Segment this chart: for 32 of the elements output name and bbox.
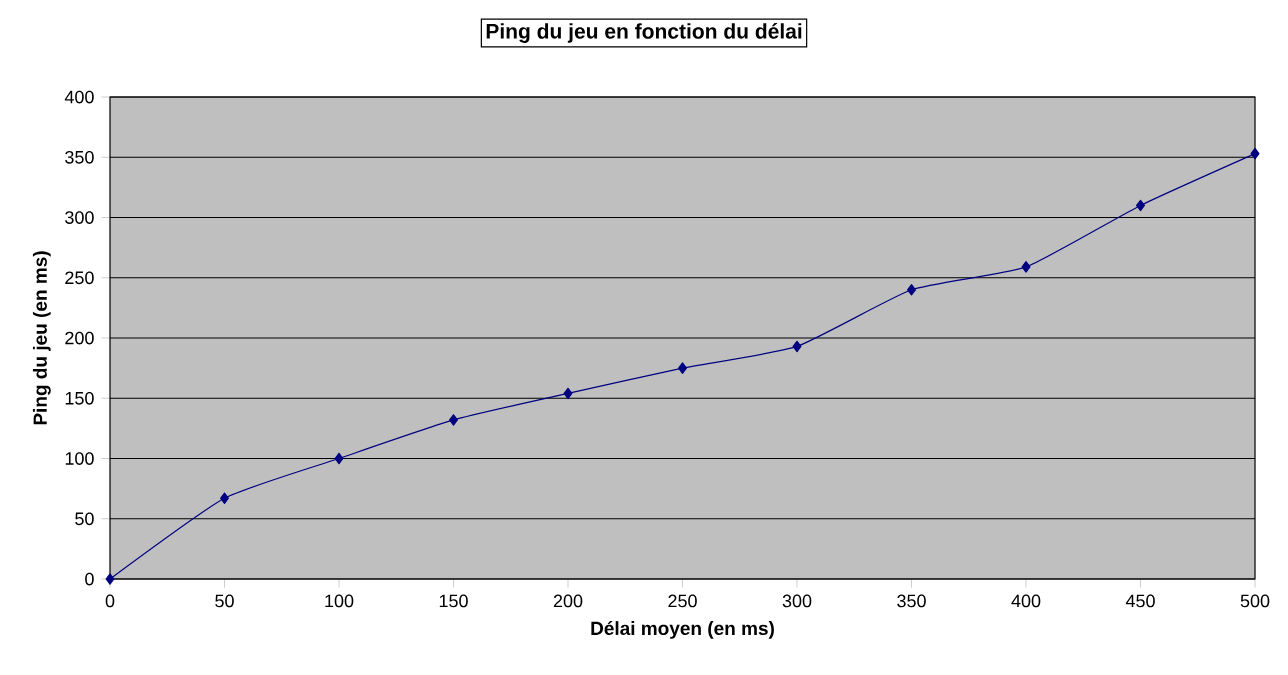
x-tick-label: 300 [782,594,812,608]
point [1021,261,1031,273]
x-tick-label: 100 [325,594,354,608]
point [1250,147,1260,160]
y-tick-label: 200 [65,331,94,345]
y-tick-label: 50 [75,512,94,526]
y-tick-label: 250 [65,271,94,285]
x-axis-title: Délai moyen (en ms) [591,620,774,639]
y-tick-label: 150 [65,391,94,405]
point [105,573,115,585]
y-tick-label: 0 [85,572,94,586]
x-tick-label: 400 [1011,594,1041,608]
point [907,284,916,296]
point [792,340,802,353]
y-tick-label: 300 [65,211,94,224]
x-tick-label: 350 [897,594,926,608]
x-tick-label: 0 [105,594,115,608]
y-tick-label: 400 [64,90,94,104]
x-tick-label: 150 [439,594,468,608]
x-tick-label: 250 [668,594,697,608]
point [449,414,458,426]
point [678,362,687,374]
point [563,387,573,400]
y-axis-title: Ping du jeu (en ms) [32,251,51,425]
x-tick-label: 500 [1240,594,1270,608]
x-tick-label: 200 [553,594,583,608]
chart-title: Ping du jeu en fonction du délai [486,23,802,43]
x-tick-label: 450 [1125,594,1155,608]
x-tick-label: 50 [215,594,234,608]
point [334,452,344,465]
y-tick-label: 350 [65,150,94,164]
y-tick-label: 100 [65,452,94,465]
